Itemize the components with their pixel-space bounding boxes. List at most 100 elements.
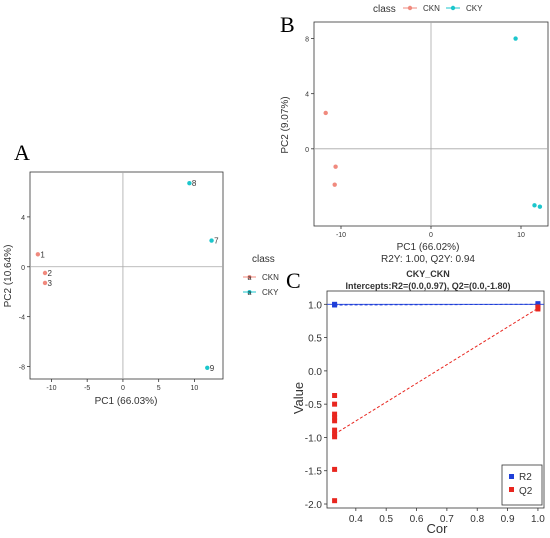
x-tick-label: 10	[191, 385, 199, 392]
panel-a-legend-ckn: a CKN	[243, 273, 279, 282]
point-ckn	[323, 110, 328, 116]
y-tick-label: -1.5	[305, 467, 323, 478]
point-cky	[513, 36, 518, 41]
panel-c-legend-q2-marker	[509, 487, 514, 492]
panel-b-x-axis-label: PC1 (66.02%)	[397, 242, 460, 253]
point-q2	[332, 411, 338, 417]
panel-b: B class CKN CKY -10 0 10 048 PC1 (66.02%) …	[280, 4, 549, 265]
panel-b-legend-title: class	[373, 4, 396, 15]
panel-b-legend: class CKN CKY	[373, 4, 483, 15]
panel-b-y-axis-label: PC2 (9.07%)	[280, 96, 291, 153]
panel-c-regression-lines	[334, 303, 539, 435]
panel-c: C CKY_CKN Intercepts:R2=(0.0,0.97), Q2=(…	[286, 268, 545, 536]
panel-a-legend: class a CKN a CKY	[243, 254, 279, 297]
x-tick-label: 5	[157, 385, 161, 392]
point-ckn	[333, 164, 338, 169]
point-cky	[209, 238, 214, 243]
x-tick-label: 0.6	[410, 514, 424, 525]
panel-c-legend: R2 Q2	[501, 464, 543, 506]
y-tick-label: 0	[305, 147, 309, 154]
regression-line-r2	[334, 303, 538, 306]
panel-b-legend-cky-label: CKY	[466, 4, 483, 13]
regression-line-q2	[334, 307, 539, 435]
point-q2	[535, 306, 541, 312]
legend-ckn-label: CKN	[262, 273, 279, 282]
point-label: 7	[214, 237, 219, 246]
point-ckn	[42, 270, 48, 276]
point-label: 9	[210, 364, 215, 373]
panel-c-legend-q2-label: Q2	[519, 486, 533, 497]
panel-c-subtitle: Intercepts:R2=(0.0,0.97), Q2=(0.0,-1.80)	[345, 281, 510, 291]
panel-a-points: 1 23 8 7 9	[35, 179, 219, 373]
panel-a-y-ticks: -8 -4 0 4	[19, 215, 30, 372]
point-q2	[332, 418, 338, 424]
point-q2	[332, 466, 338, 472]
y-tick-label: -8	[19, 365, 25, 372]
y-tick-label: -1.0	[305, 433, 323, 444]
y-tick-label: 4	[305, 92, 309, 99]
panel-a-letter: A	[14, 140, 30, 165]
point-ckn	[332, 182, 337, 187]
panel-a-legend-title: class	[252, 254, 275, 265]
y-tick-label: 8	[305, 37, 309, 44]
x-tick-label: -10	[46, 385, 56, 392]
point-q2	[332, 431, 338, 437]
point-label: 8	[192, 179, 197, 188]
x-tick-label: 0	[121, 385, 125, 392]
panel-b-subtitle: R2Y: 1.00, Q2Y: 0.94	[381, 254, 475, 265]
point-q2	[332, 434, 338, 440]
y-tick-label: 4	[21, 215, 25, 222]
panel-c-y-ticks: 1.0 0.5 0.0 -0.5 -1.0 -1.5 -2.0	[305, 300, 327, 511]
point-cky	[187, 181, 192, 186]
panel-c-title: CKY_CKN	[406, 269, 450, 279]
x-tick-label: -5	[84, 385, 90, 392]
panel-b-points	[323, 36, 543, 209]
legend-cky-marker	[247, 290, 252, 294]
panel-b-legend-cky-marker	[450, 5, 456, 11]
panel-a-y-axis-label: PC2 (10.64%)	[3, 245, 14, 308]
legend-cky-label: CKY	[262, 288, 279, 297]
panel-a: A -10 -5 0 5 10 -8 -4 0 4 1 23 8 7 9 PC1 (66.03%) P…	[3, 140, 279, 407]
panel-a-plot-border	[29, 171, 224, 380]
x-tick-label: 0.8	[470, 514, 484, 525]
legend-cky-key-letter: a	[248, 290, 252, 297]
panel-b-x-ticks: -10 0 10	[336, 226, 525, 239]
point-q2	[332, 427, 338, 433]
point-q2	[332, 393, 338, 399]
legend-ckn-key-letter: a	[248, 275, 252, 282]
x-tick-label: 0.9	[501, 514, 515, 525]
panel-a-x-ticks: -10 -5 0 5 10	[46, 379, 198, 392]
point-q2	[332, 498, 338, 504]
panel-a-legend-cky: a CKY	[243, 288, 279, 297]
y-tick-label: 0.0	[308, 367, 322, 378]
x-tick-label: 0.5	[379, 514, 393, 525]
y-tick-label: 0	[21, 265, 25, 272]
point-cky	[537, 204, 543, 209]
point-r2	[332, 301, 338, 307]
point-label: 2	[48, 269, 53, 278]
panel-c-plot-border	[326, 290, 545, 509]
panel-c-legend-r2-label: R2	[519, 472, 532, 483]
panel-b-legend-ckn-label: CKN	[423, 4, 440, 13]
y-tick-label: -2.0	[305, 500, 323, 511]
panel-c-legend-r2-marker	[509, 474, 514, 479]
point-ckn	[35, 252, 41, 257]
y-tick-label: 1.0	[308, 300, 322, 311]
x-tick-label: 10	[517, 232, 525, 239]
point-label: 1	[40, 250, 45, 259]
point-q2	[332, 414, 338, 420]
x-tick-label: 0.7	[440, 514, 454, 525]
panel-c-legend-box	[501, 464, 543, 506]
point-ckn	[42, 280, 48, 286]
panel-a-x-axis-label: PC1 (66.03%)	[95, 396, 158, 407]
panel-b-letter: B	[280, 12, 295, 37]
panel-c-points	[332, 301, 541, 504]
panel-b-y-ticks: 0 4 8	[305, 37, 314, 154]
point-label: 3	[48, 279, 53, 288]
panel-c-y-axis-label: Value	[291, 382, 306, 414]
legend-ckn-marker	[247, 275, 252, 279]
x-tick-label: 1.0	[531, 514, 545, 525]
point-cky	[532, 203, 537, 208]
x-tick-label: -10	[336, 232, 346, 239]
